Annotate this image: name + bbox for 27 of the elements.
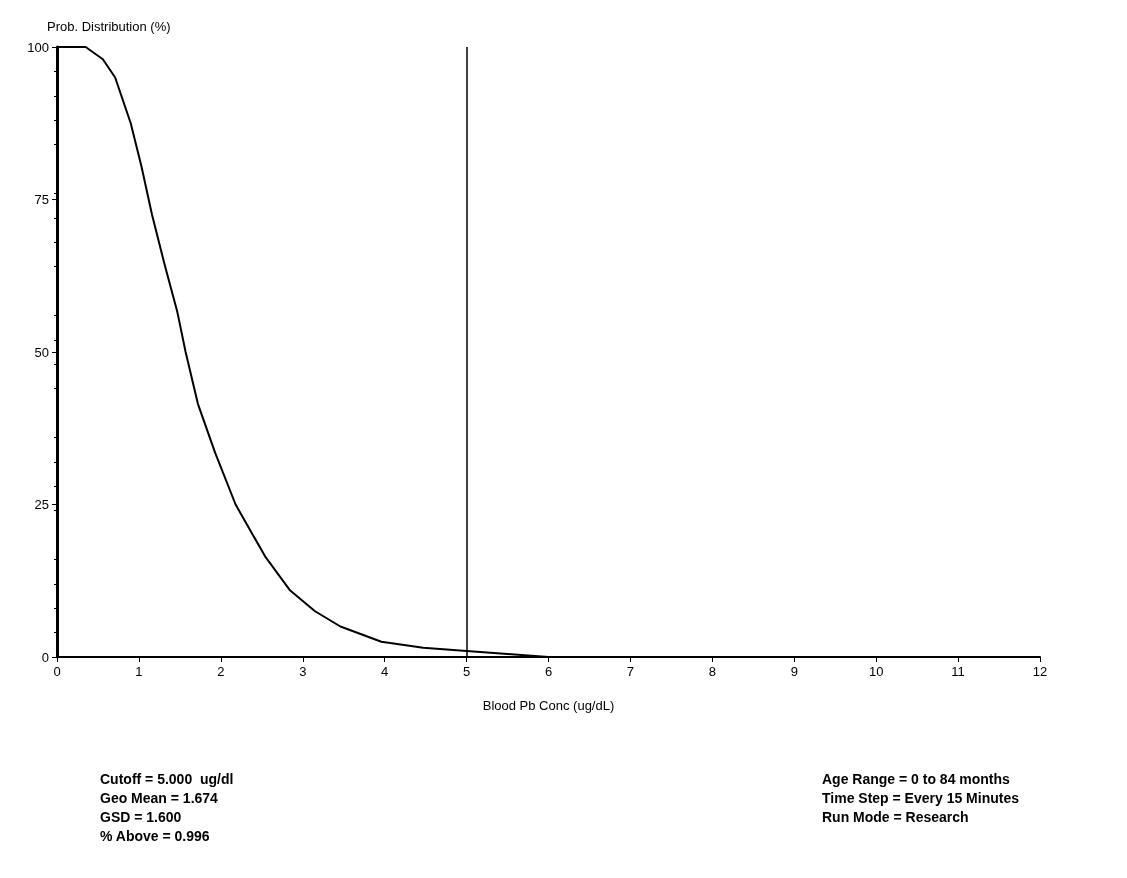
y-tick-label: 50 [34,344,49,360]
x-tick-label: 11 [951,664,965,679]
x-tick-label: 0 [53,664,61,679]
y-tick-label: 75 [34,192,49,207]
y-tick-label: 25 [34,497,49,512]
x-tick-label: 4 [381,664,389,679]
y-tick-label: 0 [41,649,49,665]
x-tick-label: 8 [708,664,716,679]
text: GSD = 1.600 [100,809,182,825]
x-tick-label: 10 [868,664,884,679]
x-tick-label: 2 [217,664,225,679]
x-tick-label: 1 [135,664,143,679]
x-tick-label: 5 [462,664,471,679]
text: Time Step = Every 15 Minutes [822,790,1020,806]
x-tick-label: 7 [626,664,635,679]
text: Run Mode = Research [822,809,969,825]
y-axis-title: Prob. Distribution (%) [47,19,171,34]
x-tick-label: 6 [544,664,553,679]
x-axis-title: Blood Pb Conc (ug/dL) [482,698,615,713]
x-tick-label: 3 [299,664,307,679]
text: Cutoff = 5.000 ug/dl [100,771,234,787]
x-tick-label: 9 [790,664,798,679]
text: Geo Mean = 1.674 [100,790,219,806]
text: Age Range = 0 to 84 months [822,771,1011,787]
y-tick-label: 100 [27,39,49,55]
text: % Above = 0.996 [100,828,210,844]
x-tick-label: 12 [1032,664,1048,679]
